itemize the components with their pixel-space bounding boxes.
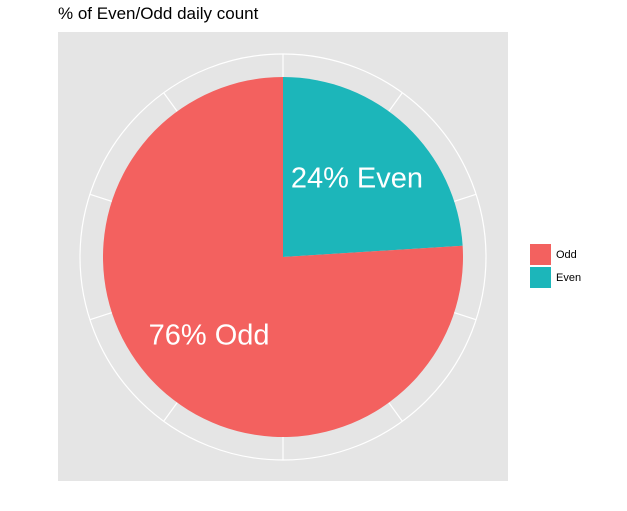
slice-labels: 24% Even 76% Odd — [149, 162, 423, 351]
pie-slice-even — [283, 77, 463, 257]
legend-item-even: Even — [530, 266, 581, 289]
legend: Odd Even — [530, 243, 581, 289]
slice-label-odd: 76% Odd — [149, 320, 270, 352]
legend-label-odd: Odd — [556, 248, 577, 261]
pie-slices — [103, 77, 463, 437]
slice-label-even: 24% Even — [291, 162, 423, 194]
legend-item-odd: Odd — [530, 243, 581, 266]
pie-slice-odd — [103, 77, 463, 437]
legend-label-even: Even — [556, 271, 582, 284]
chart-title: % of Even/Odd daily count — [58, 4, 259, 23]
legend-key-odd — [530, 244, 551, 265]
legend-key-even — [530, 267, 551, 288]
